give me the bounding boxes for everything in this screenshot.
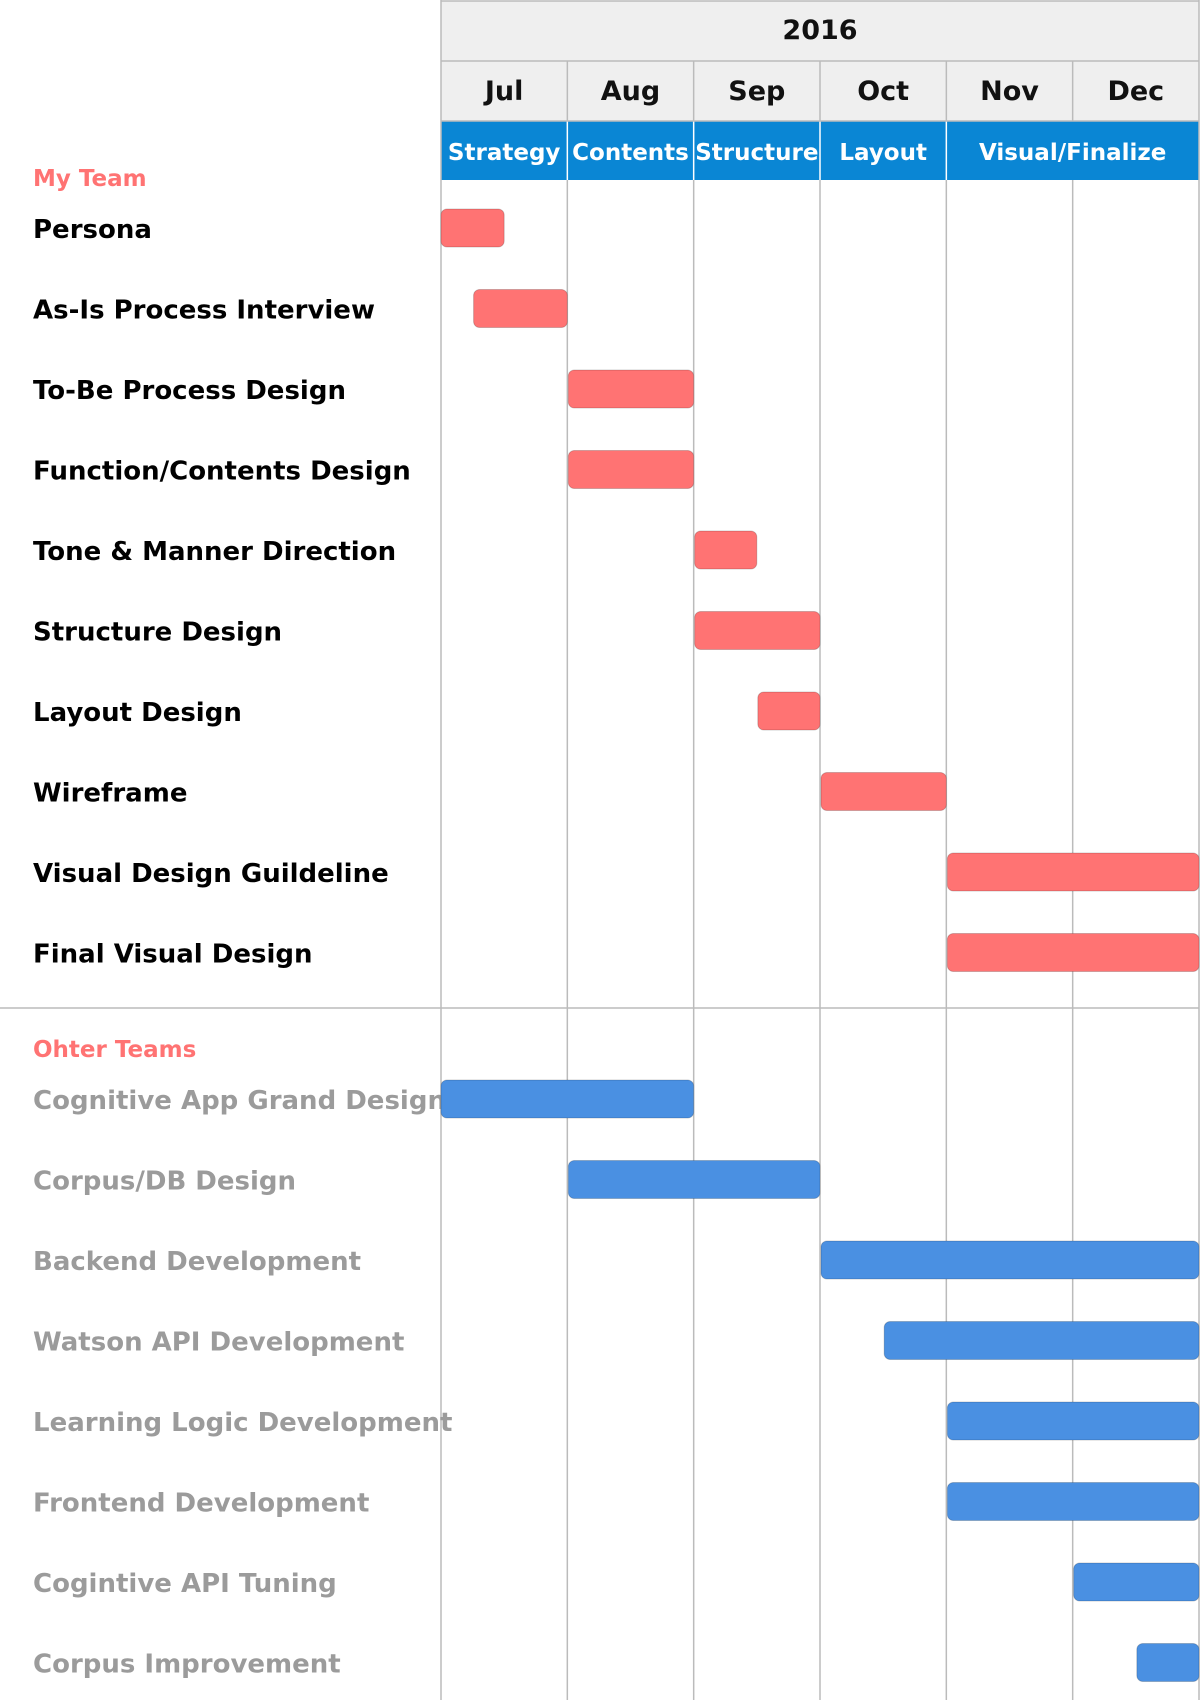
task-label: Wireframe: [33, 779, 187, 809]
task-label: Watson API Development: [33, 1328, 404, 1358]
month-label: Oct: [857, 76, 909, 107]
task-bar: [883, 1321, 1200, 1360]
task-bar: [567, 1160, 821, 1199]
group-title: My Team: [33, 166, 147, 192]
task-bar: [946, 933, 1200, 972]
month-label: Dec: [1107, 76, 1164, 107]
task-bar: [567, 450, 695, 489]
task-bar: [820, 772, 947, 811]
month-label: Aug: [601, 76, 660, 107]
task-bar: [440, 208, 505, 248]
task-label: As-Is Process Interview: [33, 296, 375, 326]
task-bar: [694, 530, 758, 570]
task-bar: [946, 1401, 1200, 1441]
task-bar: [1136, 1643, 1200, 1682]
group-title: Ohter Teams: [33, 1037, 196, 1063]
task-label: Persona: [33, 215, 152, 245]
task-label: Cognitive App Grand Design: [33, 1086, 446, 1116]
task-label: Cogintive API Tuning: [33, 1569, 337, 1599]
task-bar: [946, 1482, 1200, 1521]
task-label: Corpus/DB Design: [33, 1167, 296, 1197]
month-label: Nov: [980, 76, 1039, 107]
task-label: Frontend Development: [33, 1489, 369, 1519]
month-label: Jul: [483, 76, 524, 107]
phase-label: Strategy: [448, 140, 560, 166]
task-bar: [820, 1240, 1200, 1280]
month-label: Sep: [728, 76, 785, 107]
task-bar: [440, 1079, 695, 1119]
phase-label: Visual/Finalize: [979, 140, 1166, 166]
task-label: Tone & Manner Direction: [33, 537, 396, 567]
phase-label: Contents: [572, 140, 689, 166]
task-label: Function/Contents Design: [33, 457, 411, 487]
task-label: Layout Design: [33, 698, 242, 728]
task-bar: [567, 369, 695, 409]
task-bar: [473, 289, 568, 328]
task-bar: [946, 852, 1200, 892]
task-bar: [694, 611, 821, 650]
task-label: Structure Design: [33, 618, 282, 648]
phase-label: Layout: [839, 140, 927, 166]
phase-label: Structure: [695, 140, 818, 166]
task-bar: [1073, 1562, 1200, 1602]
task-label: Learning Logic Development: [33, 1408, 452, 1438]
task-label: To-Be Process Design: [33, 376, 346, 406]
task-label: Backend Development: [33, 1247, 361, 1277]
task-label: Final Visual Design: [33, 940, 313, 970]
task-label: Visual Design Guildeline: [33, 859, 389, 889]
task-label: Corpus Improvement: [33, 1650, 341, 1680]
year-label: 2016: [782, 15, 857, 46]
task-bar: [757, 691, 821, 731]
